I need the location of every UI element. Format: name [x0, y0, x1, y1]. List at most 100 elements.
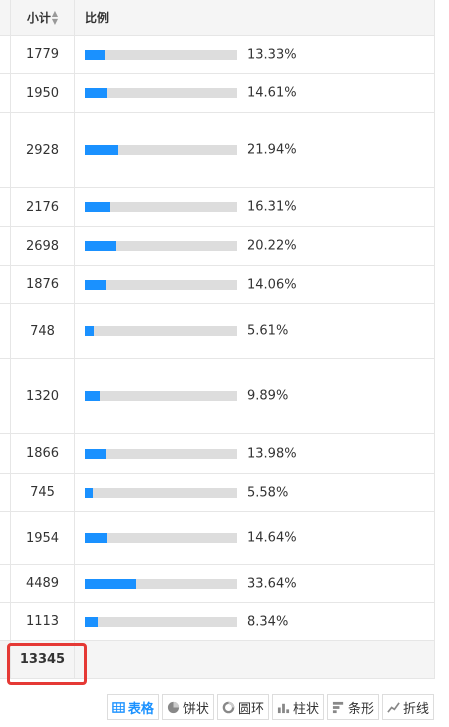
ring-icon	[222, 701, 235, 714]
ratio-label: 14.61%	[247, 85, 297, 101]
subtotal-header[interactable]: 小计▲ ▼	[10, 0, 75, 36]
ratio-label: 5.61%	[247, 323, 289, 339]
subtotal-value: 2928	[25, 142, 60, 158]
subtotal-cell: 1866	[10, 433, 75, 474]
subtotal-cell: 1779	[10, 35, 75, 74]
column-icon	[277, 701, 290, 714]
table-row: 2176 16.31%	[0, 187, 435, 227]
ratio-bar-fill	[85, 533, 108, 543]
row-left-cell	[0, 265, 11, 304]
ratio-bar-track	[85, 578, 237, 589]
tab-table[interactable]: 表格	[106, 694, 159, 720]
tab-column[interactable]: 柱状	[271, 694, 324, 720]
ratio-label: 21.94%	[247, 142, 297, 158]
ratio-bar-track	[85, 145, 237, 155]
tab-pie[interactable]: 饼状	[161, 694, 214, 720]
ratio-bar-fill	[85, 145, 119, 155]
subtotal-value: 1866	[25, 446, 60, 461]
ratio-label: 14.64%	[247, 530, 297, 546]
subtotal-value: 2698	[25, 238, 60, 254]
ratio-bar-track	[85, 279, 237, 290]
total-ratio-cell	[74, 640, 435, 679]
ratio-bar-fill	[85, 391, 101, 401]
row-left-cell	[0, 511, 11, 565]
subtotal-value: 1113	[25, 614, 60, 629]
table-row: 745 5.58%	[0, 473, 435, 512]
table-row: 1320 9.89%	[0, 358, 435, 434]
ratio-bar-fill	[85, 578, 137, 589]
row-left-cell	[0, 35, 11, 74]
subtotal-cell: 4489	[10, 564, 75, 603]
table-row: 1954 14.64%	[0, 511, 435, 565]
tab-line[interactable]: 折线	[381, 694, 434, 720]
subtotal-cell: 2928	[10, 112, 75, 188]
row-left-cell	[0, 187, 11, 227]
ratio-header: 比例	[74, 0, 435, 36]
ratio-cell: 5.61%	[74, 303, 435, 359]
ratio-cell: 16.31%	[74, 187, 435, 227]
subtotal-value: 1876	[25, 277, 60, 292]
stats-table: 小计▲ ▼ 比例 1779 13.33% 1950 14.61% 2928 21.94% 21…	[0, 0, 435, 679]
table-row: 1950 14.61%	[0, 73, 435, 113]
subtotal-cell: 1876	[10, 265, 75, 304]
tab-label: 条形	[347, 701, 374, 717]
total-row: 13345	[0, 640, 435, 679]
row-left-cell	[0, 303, 11, 359]
total-left-cell	[0, 640, 11, 679]
table-row: 1113 8.34%	[0, 602, 435, 641]
bar-icon	[332, 701, 345, 714]
ratio-label: 33.64%	[247, 576, 297, 591]
ratio-bar-track	[85, 88, 237, 98]
ratio-label: 8.34%	[247, 614, 289, 629]
ratio-bar-track	[85, 616, 237, 627]
header-row: 小计▲ ▼ 比例	[0, 0, 435, 36]
tab-label: 圆环	[237, 701, 264, 717]
row-left-cell	[0, 73, 11, 113]
ratio-bar-track	[85, 487, 237, 498]
subtotal-value: 748	[30, 323, 55, 339]
subtotal-value: 2176	[25, 199, 60, 215]
ratio-bar-fill	[85, 49, 106, 60]
ratio-bar-fill	[85, 279, 107, 290]
table-icon	[112, 701, 125, 714]
tab-label: 饼状	[182, 701, 209, 717]
view-switcher: 表格 饼状 圆环 柱状 条形 折线	[106, 694, 434, 720]
subtotal-cell: 2176	[10, 187, 75, 227]
ratio-cell: 14.64%	[74, 511, 435, 565]
ratio-bar-fill	[85, 448, 107, 459]
ratio-cell: 14.61%	[74, 73, 435, 113]
table-row: 2698 20.22%	[0, 226, 435, 266]
tab-label: 表格	[127, 701, 154, 717]
ratio-label: 13.98%	[247, 446, 297, 461]
tab-bar[interactable]: 条形	[326, 694, 379, 720]
table-row: 1866 13.98%	[0, 433, 435, 474]
subtotal-header-label: 小计	[26, 10, 51, 25]
sort-icon[interactable]: ▲ ▼	[51, 9, 59, 27]
table-row: 4489 33.64%	[0, 564, 435, 603]
row-left-cell	[0, 358, 11, 434]
ratio-cell: 20.22%	[74, 226, 435, 266]
ratio-cell: 13.98%	[74, 433, 435, 474]
subtotal-cell: 745	[10, 473, 75, 512]
ratio-bar-fill	[85, 88, 108, 98]
ratio-label: 16.31%	[247, 199, 297, 215]
tab-ring[interactable]: 圆环	[216, 694, 269, 720]
ratio-bar-fill	[85, 202, 110, 212]
subtotal-cell: 1320	[10, 358, 75, 434]
ratio-bar-track	[85, 391, 237, 401]
ratio-label: 14.06%	[247, 277, 297, 292]
total-cell: 13345	[10, 640, 75, 679]
subtotal-value: 1950	[25, 85, 60, 101]
subtotal-value: 1779	[25, 47, 60, 62]
ratio-label: 9.89%	[247, 388, 289, 404]
ratio-cell: 14.06%	[74, 265, 435, 304]
table-row: 748 5.61%	[0, 303, 435, 359]
ratio-cell: 33.64%	[74, 564, 435, 603]
ratio-label: 13.33%	[247, 47, 297, 62]
ratio-label: 20.22%	[247, 238, 297, 254]
row-left-cell	[0, 602, 11, 641]
pie-icon	[167, 701, 180, 714]
row-left-cell	[0, 564, 11, 603]
subtotal-cell: 748	[10, 303, 75, 359]
ratio-bar-track	[85, 49, 237, 60]
